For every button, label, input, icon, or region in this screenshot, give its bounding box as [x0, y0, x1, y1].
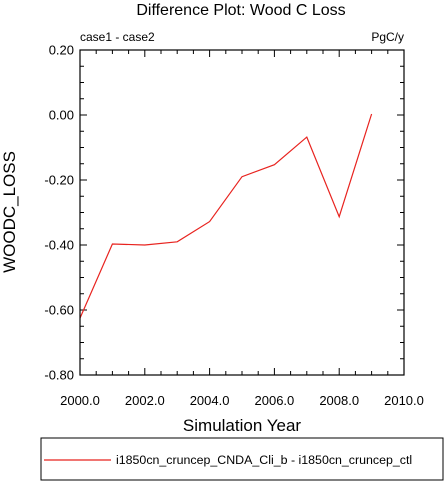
left-subtitle: case1 - case2 — [80, 30, 155, 44]
x-tick-label: 2008.0 — [319, 393, 359, 408]
y-tick-label: 0.00 — [49, 108, 74, 123]
plot-frame — [79, 49, 405, 376]
y-tick-label: -0.40 — [44, 238, 74, 253]
x-tick-label: 2010.0 — [384, 393, 424, 408]
y-axis-label: WOODC_LOSS — [0, 151, 19, 273]
x-tick-label: 2000.0 — [60, 393, 100, 408]
right-subtitle: PgC/y — [371, 30, 404, 44]
axis-ticks — [79, 49, 405, 376]
x-tick-label: 2002.0 — [125, 393, 165, 408]
y-tick-label: 0.20 — [49, 43, 74, 58]
x-tick-labels: 2000.0 2002.0 2004.0 2006.0 2008.0 2010.0 — [60, 393, 424, 408]
x-tick-label: 2006.0 — [255, 393, 295, 408]
y-tick-label: -0.20 — [44, 173, 74, 188]
y-tick-label: -0.60 — [44, 303, 74, 318]
x-tick-label: 2004.0 — [190, 393, 230, 408]
legend-label-series-1: i1850cn_cruncep_CNDA_Cli_b - i1850cn_cru… — [116, 453, 412, 467]
series-line-1 — [79, 113, 373, 319]
x-axis-label: Simulation Year — [183, 416, 301, 435]
y-tick-label: -0.80 — [44, 368, 74, 383]
y-tick-labels: 0.20 0.00 -0.20 -0.40 -0.60 -0.80 — [44, 43, 74, 383]
legend-box — [40, 437, 444, 481]
chart-title: Difference Plot: Wood C Loss — [136, 2, 345, 19]
plot-lines — [79, 113, 373, 319]
